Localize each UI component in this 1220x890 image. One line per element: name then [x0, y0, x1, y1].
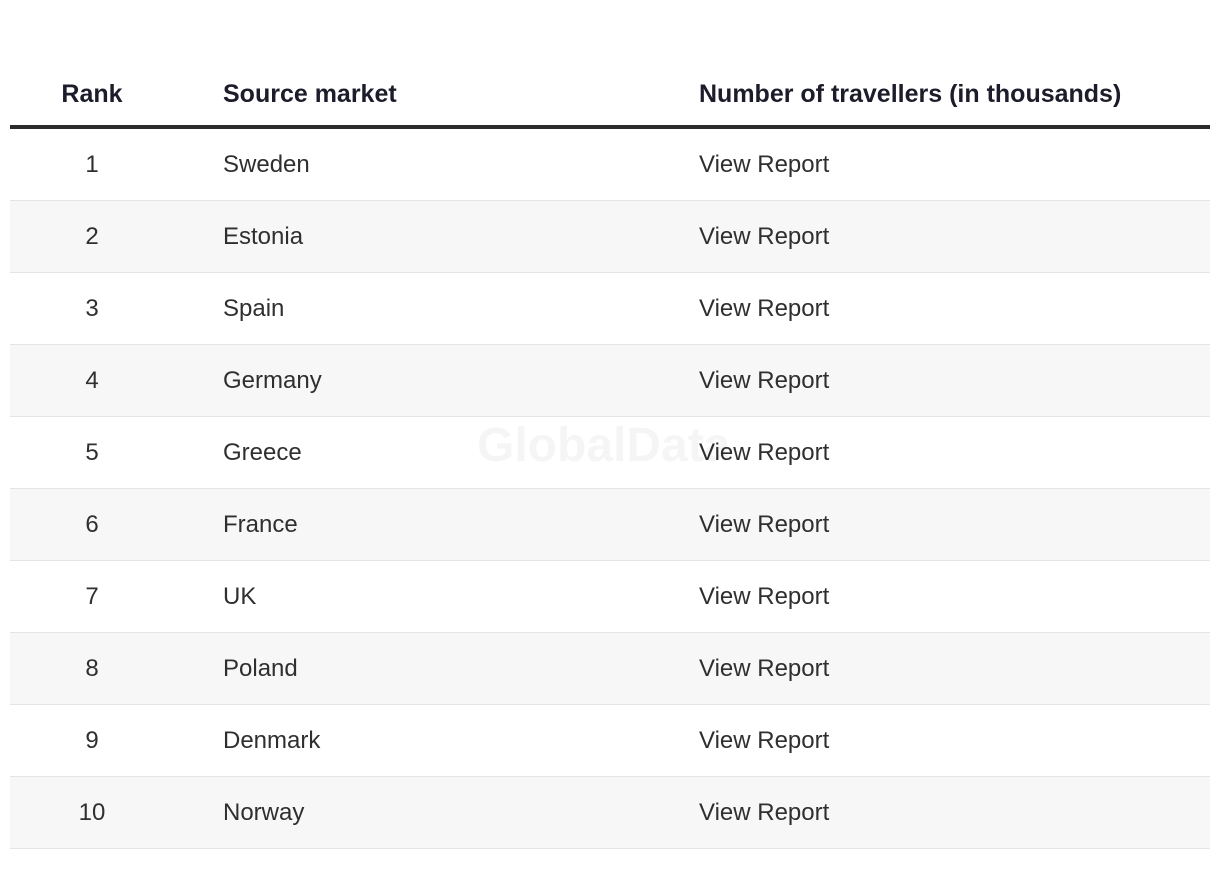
- table-row: 9 Denmark View Report: [10, 705, 1210, 777]
- rank-cell: 2: [85, 222, 99, 250]
- rank-cell: 8: [85, 654, 99, 682]
- market-cell: Greece: [223, 438, 302, 466]
- market-cell: Denmark: [223, 726, 321, 754]
- rank-cell: 1: [85, 150, 99, 178]
- market-cell: UK: [223, 582, 257, 610]
- market-cell: Sweden: [223, 150, 310, 178]
- report-link[interactable]: View Report: [699, 222, 830, 250]
- header-row: Rank Source market Number of travellers (i…: [10, 60, 1210, 129]
- table-row: 3 Spain View Report: [10, 273, 1210, 345]
- header-cell: Rank: [61, 79, 123, 108]
- table-row: 4 Germany View Report: [10, 345, 1210, 417]
- rank-cell: 7: [85, 582, 99, 610]
- market-cell: Poland: [223, 654, 298, 682]
- table-row: 1 Sweden View Report: [10, 129, 1210, 201]
- rank-cell: 5: [85, 438, 99, 466]
- table-row: 6 France View Report: [10, 489, 1210, 561]
- market-cell: France: [223, 510, 298, 538]
- report-link[interactable]: View Report: [699, 798, 830, 826]
- rank-cell: 6: [85, 510, 99, 538]
- report-link[interactable]: View Report: [699, 582, 830, 610]
- rank-cell: 4: [85, 366, 99, 394]
- table-row: 2 Estonia View Report: [10, 201, 1210, 273]
- header-cell: Source market: [223, 79, 397, 108]
- report-link[interactable]: View Report: [699, 438, 830, 466]
- report-link[interactable]: View Report: [699, 150, 830, 178]
- report-link[interactable]: View Report: [699, 366, 830, 394]
- table-row: 8 Poland View Report: [10, 633, 1210, 705]
- market-cell: Estonia: [223, 222, 304, 250]
- market-cell: Spain: [223, 294, 285, 322]
- report-link[interactable]: View Report: [699, 654, 830, 682]
- market-cell: Germany: [223, 366, 322, 394]
- report-link[interactable]: View Report: [699, 510, 830, 538]
- rank-cell: 9: [85, 726, 99, 754]
- rank-cell: 10: [78, 798, 106, 826]
- table: Rank Source market Number of travellers (i…: [10, 60, 1210, 849]
- header-cell: Number of travellers (in thousands): [699, 79, 1122, 108]
- report-link[interactable]: View Report: [699, 726, 830, 754]
- table-row: 10 Norway View Report: [10, 777, 1210, 849]
- report-link[interactable]: View Report: [699, 294, 830, 322]
- market-cell: Norway: [223, 798, 305, 826]
- rank-cell: 3: [85, 294, 99, 322]
- table-row: 7 UK View Report: [10, 561, 1210, 633]
- table-row: 5 Greece View Report: [10, 417, 1210, 489]
